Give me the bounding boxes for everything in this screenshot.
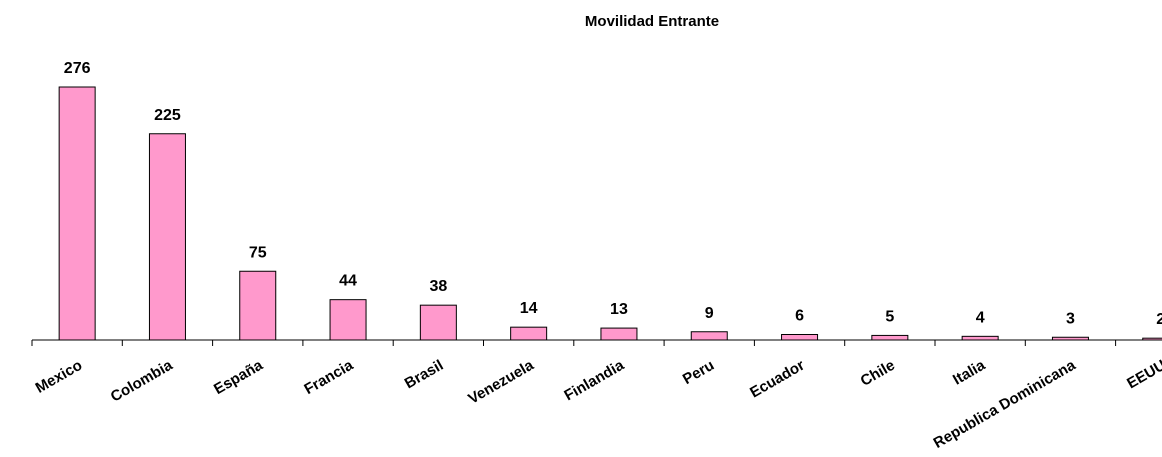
category-label: Peru <box>680 357 717 388</box>
category-label: Ecuador <box>747 357 808 402</box>
bar-ecuador <box>781 334 819 341</box>
value-label: 225 <box>154 107 181 124</box>
category-label: Chile <box>858 357 898 390</box>
bar-chile <box>871 334 909 341</box>
value-label: 276 <box>64 60 91 77</box>
category-label: Francia <box>301 356 356 398</box>
bar-colombia <box>148 133 186 341</box>
value-label: 38 <box>429 278 447 295</box>
category-label: Republica Dominicana <box>931 356 1079 451</box>
category-label: Italia <box>950 356 989 388</box>
value-label: 5 <box>885 308 894 325</box>
category-label: Venezuela <box>465 356 537 407</box>
value-label: 2 <box>1156 311 1162 328</box>
bar-finlandia <box>600 327 638 341</box>
bar-venezuela <box>510 326 548 341</box>
bar-españa <box>239 270 277 341</box>
bar-brasil <box>419 304 457 341</box>
value-labels-group: 276 225 75 44 38 14 13 9 6 5 4 3 2 <box>64 60 1162 328</box>
value-label: 14 <box>520 300 538 317</box>
category-labels-group: Mexico Colombia España Francia Brasil Venezue… <box>33 356 1162 451</box>
bar-peru <box>690 331 728 341</box>
value-label: 4 <box>976 309 985 326</box>
category-label: Finlandia <box>561 356 627 404</box>
value-label: 13 <box>610 301 628 318</box>
category-label: Mexico <box>33 357 86 397</box>
bar-francia <box>329 299 367 341</box>
bars-group <box>58 86 1162 341</box>
category-label: España <box>211 356 266 398</box>
value-label: 3 <box>1066 310 1075 327</box>
bar-italia <box>961 335 999 341</box>
value-label: 6 <box>795 308 804 325</box>
value-label: 75 <box>249 244 267 261</box>
bar-mexico <box>58 86 96 341</box>
chart-title: Movilidad Entrante <box>585 13 719 30</box>
value-label: 9 <box>705 305 714 322</box>
value-label: 44 <box>339 273 357 290</box>
category-label: Brasil <box>402 357 447 393</box>
category-label: EEUU <box>1124 357 1162 393</box>
category-label: Colombia <box>108 356 176 405</box>
x-axis <box>31 339 1162 346</box>
